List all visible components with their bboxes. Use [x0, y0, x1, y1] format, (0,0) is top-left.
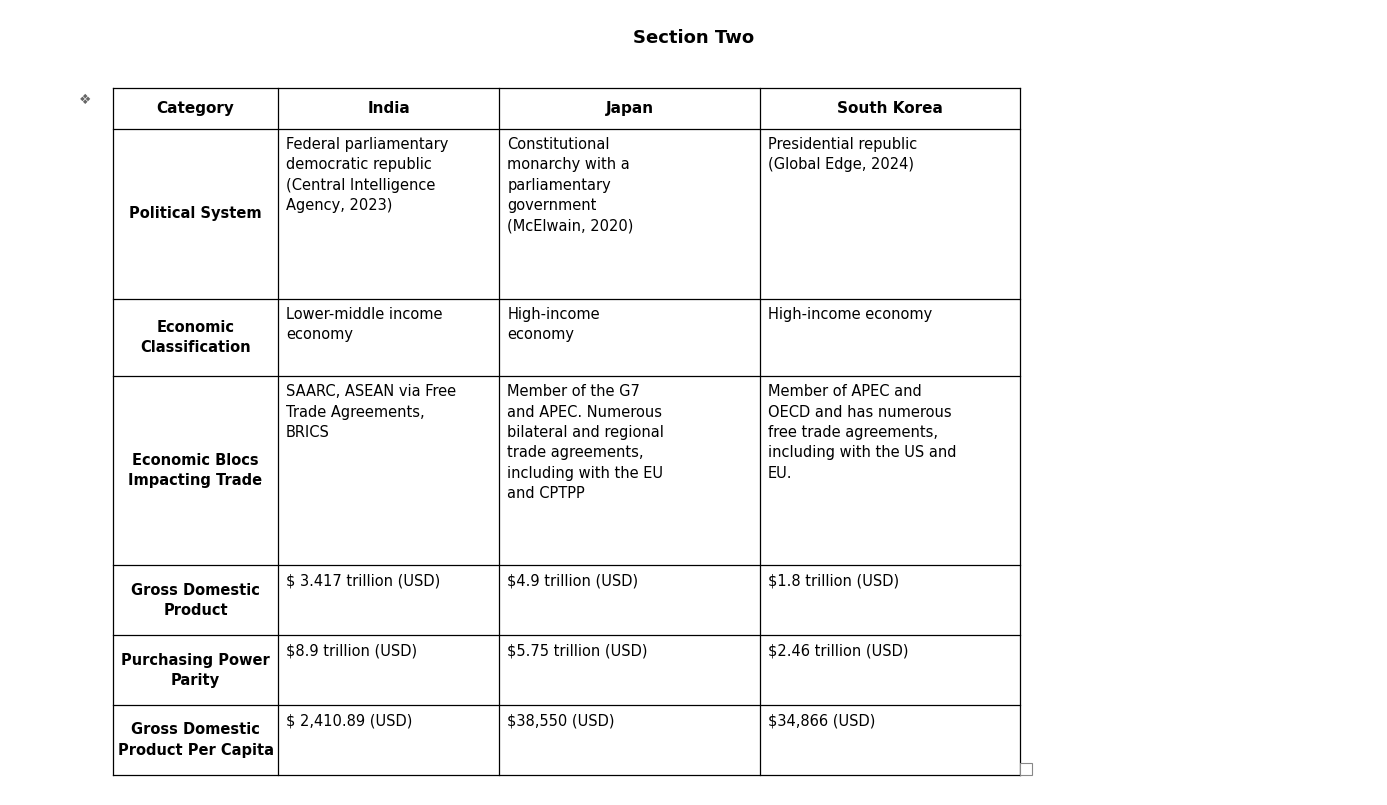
Text: South Korea: South Korea — [836, 101, 943, 116]
Text: $34,866 (USD): $34,866 (USD) — [767, 713, 875, 729]
Text: Economic Blocs
Impacting Trade: Economic Blocs Impacting Trade — [129, 453, 262, 489]
Text: $8.9 trillion (USD): $8.9 trillion (USD) — [286, 643, 417, 658]
Text: Purchasing Power
Parity: Purchasing Power Parity — [121, 653, 270, 688]
Text: Federal parliamentary
democratic republic
(Central Intelligence
Agency, 2023): Federal parliamentary democratic republi… — [286, 137, 448, 213]
Bar — [1019, 763, 1032, 775]
Text: Presidential republic
(Global Edge, 2024): Presidential republic (Global Edge, 2024… — [767, 137, 917, 172]
Text: $ 2,410.89 (USD): $ 2,410.89 (USD) — [286, 713, 412, 729]
Text: India: India — [368, 101, 411, 116]
Text: High-income economy: High-income economy — [767, 307, 932, 321]
Text: Section Two: Section Two — [632, 29, 755, 47]
Text: Lower-middle income
economy: Lower-middle income economy — [286, 307, 442, 342]
Text: Category: Category — [157, 101, 234, 116]
Text: $ 3.417 trillion (USD): $ 3.417 trillion (USD) — [286, 573, 440, 588]
Text: Japan: Japan — [606, 101, 653, 116]
Text: Economic
Classification: Economic Classification — [140, 320, 251, 355]
Text: Gross Domestic
Product: Gross Domestic Product — [132, 583, 259, 618]
Text: $1.8 trillion (USD): $1.8 trillion (USD) — [767, 573, 899, 588]
Text: Member of the G7
and APEC. Numerous
bilateral and regional
trade agreements,
inc: Member of the G7 and APEC. Numerous bila… — [508, 384, 664, 502]
Text: $5.75 trillion (USD): $5.75 trillion (USD) — [508, 643, 648, 658]
Text: ❖: ❖ — [79, 93, 92, 107]
Text: Political System: Political System — [129, 206, 262, 221]
Text: $38,550 (USD): $38,550 (USD) — [508, 713, 614, 729]
Text: Gross Domestic
Product Per Capita: Gross Domestic Product Per Capita — [118, 722, 273, 758]
Text: Member of APEC and
OECD and has numerous
free trade agreements,
including with t: Member of APEC and OECD and has numerous… — [767, 384, 956, 481]
Text: High-income
economy: High-income economy — [508, 307, 601, 342]
Text: $4.9 trillion (USD): $4.9 trillion (USD) — [508, 573, 638, 588]
Text: Constitutional
monarchy with a
parliamentary
government
(McElwain, 2020): Constitutional monarchy with a parliamen… — [508, 137, 634, 233]
Text: SAARC, ASEAN via Free
Trade Agreements,
BRICS: SAARC, ASEAN via Free Trade Agreements, … — [286, 384, 456, 440]
Text: $2.46 trillion (USD): $2.46 trillion (USD) — [767, 643, 908, 658]
